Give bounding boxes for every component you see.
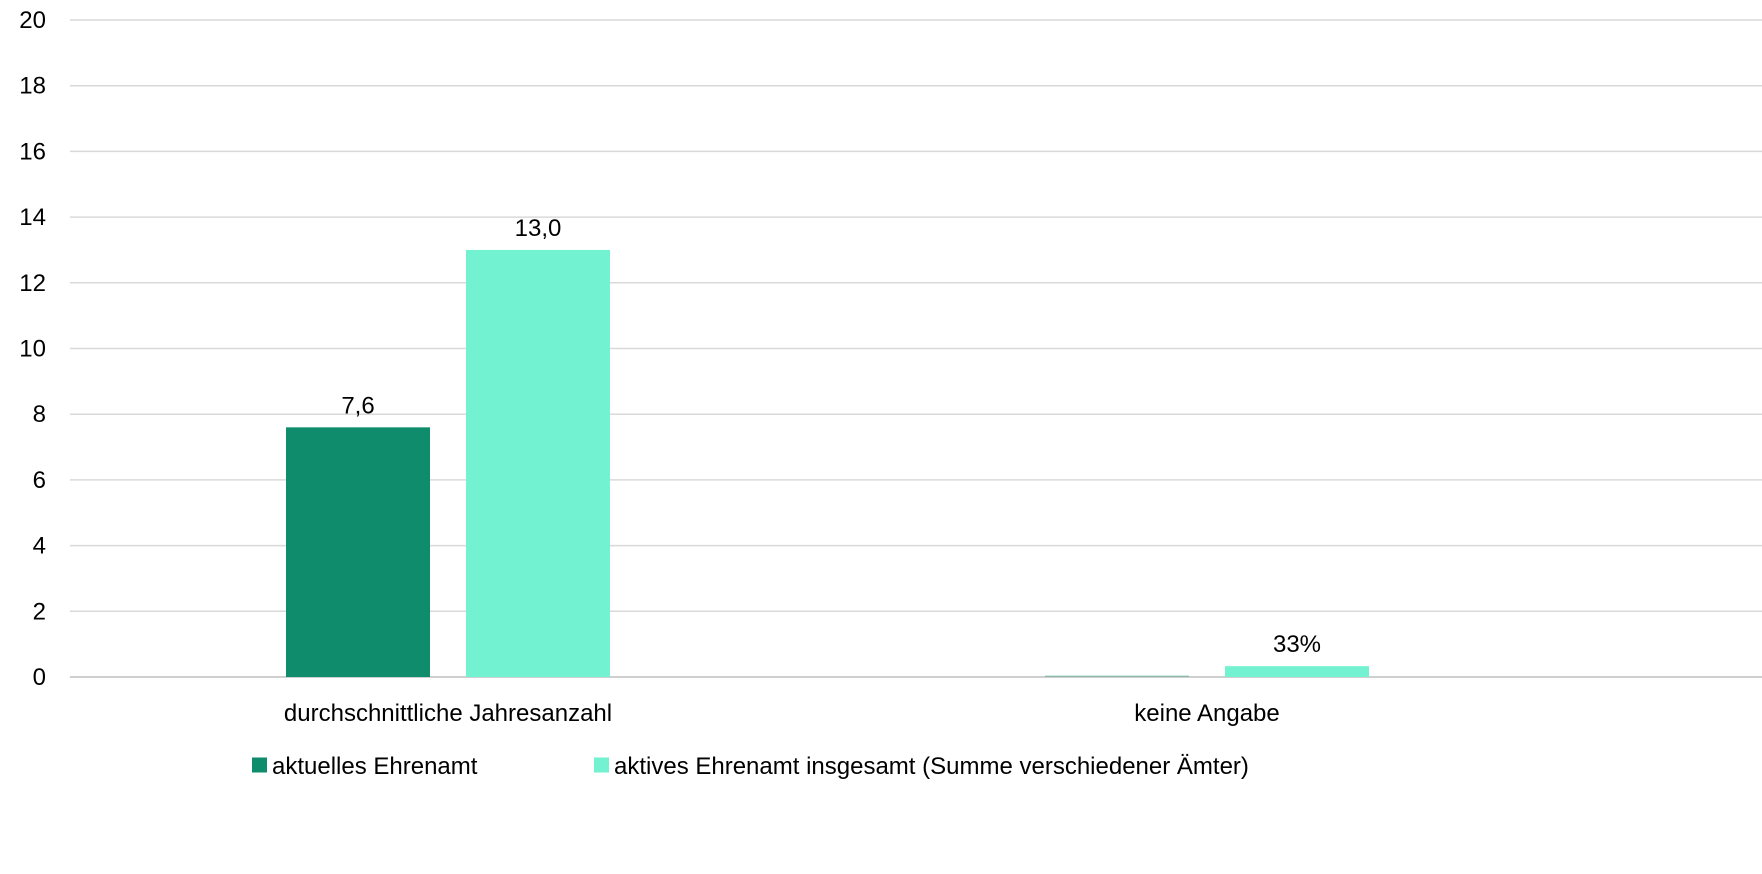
bar [466, 249, 610, 677]
data-label: 33% [1273, 631, 1321, 658]
legend-label: aktuelles Ehrenamt [272, 753, 478, 780]
bar [286, 427, 430, 677]
data-label: 13,0 [515, 215, 562, 242]
legend-swatch [594, 757, 609, 773]
y-tick-label: 20 [19, 7, 46, 34]
legend-label: aktives Ehrenamt insgesamt (Summe versch… [614, 753, 1249, 780]
y-tick-label: 16 [19, 138, 46, 165]
data-labels: 7,6 13,0 33% [341, 215, 1321, 658]
y-tick-label: 14 [19, 204, 46, 231]
y-tick-label: 12 [19, 270, 46, 297]
y-tick-label: 8 [33, 401, 46, 428]
legend-swatch [252, 757, 267, 773]
y-tick-label: 2 [33, 598, 46, 625]
y-tick-label: 10 [19, 336, 46, 363]
x-category-label: keine Angabe [1134, 700, 1279, 727]
x-axis-categories: durchschnittliche Jahresanzahl keine Anga… [284, 700, 1280, 727]
y-tick-label: 6 [33, 467, 46, 494]
legend: aktuelles Ehrenamt aktives Ehrenamt insge… [252, 753, 1249, 780]
bar [1045, 675, 1189, 677]
y-axis-ticks: 0 2 4 6 8 10 12 14 16 18 20 [19, 7, 46, 691]
y-tick-label: 18 [19, 73, 46, 100]
x-category-label: durchschnittliche Jahresanzahl [284, 700, 612, 727]
y-tick-label: 0 [33, 664, 46, 691]
y-tick-label: 4 [33, 533, 46, 560]
bars [286, 249, 1369, 677]
bar [1225, 666, 1369, 677]
data-label: 7,6 [341, 392, 374, 419]
